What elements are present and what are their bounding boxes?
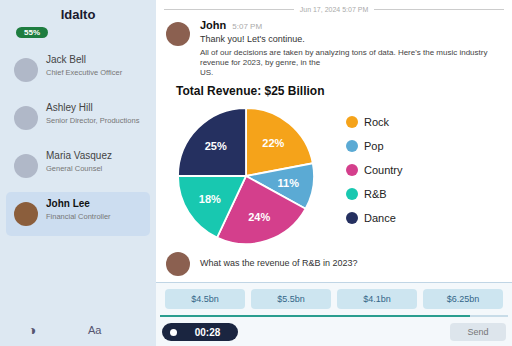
app-title: Idalto bbox=[0, 7, 156, 22]
progress-pill: 55% bbox=[16, 27, 48, 38]
data-labels: 22% 11% 24% 18% 25% bbox=[199, 137, 299, 223]
person-entry[interactable]: John Lee Financial Controller bbox=[6, 192, 150, 236]
data-label: 18% bbox=[199, 193, 221, 205]
avatar bbox=[14, 202, 38, 226]
answer-panel: $4.5bn $5.5bn $4.1bn $6.25bn 00:28 Send bbox=[156, 282, 512, 346]
chart: 22% 11% 24% 18% 25% Rock Pop Country R&B Dance bbox=[156, 100, 512, 252]
avatar bbox=[14, 106, 38, 130]
data-label: 11% bbox=[278, 177, 300, 189]
message: Thank you! Let's continue. bbox=[200, 34, 305, 44]
person-role: Financial Controller bbox=[46, 212, 146, 221]
legend-swatch bbox=[346, 116, 358, 128]
sidebar: Idalto 55% Jack Bell Chief Executive Office… bbox=[0, 0, 156, 346]
legend: Rock Pop Country R&B Dance bbox=[346, 116, 403, 224]
pie bbox=[178, 108, 314, 244]
timer-dot bbox=[170, 329, 177, 336]
legend-item: Country bbox=[346, 164, 403, 176]
data-label: 24% bbox=[248, 211, 270, 223]
legend-label: Dance bbox=[364, 212, 396, 224]
legend-label: Pop bbox=[364, 140, 384, 152]
pie-slice[interactable] bbox=[178, 108, 246, 176]
timer-text: 00:28 bbox=[177, 327, 238, 338]
legend-item: R&B bbox=[346, 188, 387, 200]
answer-button[interactable]: $5.5bn bbox=[251, 289, 331, 309]
date-row: Jun 17, 2024 5:07 PM bbox=[164, 3, 504, 15]
rule bbox=[374, 9, 504, 10]
data-label: 25% bbox=[205, 140, 227, 152]
answer-button[interactable]: $4.1bn bbox=[337, 289, 417, 309]
legend-label: Rock bbox=[364, 116, 390, 128]
chat-area: Jun 17, 2024 5:07 PM John 5:07 PM Thank you… bbox=[156, 0, 512, 346]
send-button[interactable]: Send bbox=[450, 323, 506, 341]
avatar bbox=[166, 252, 190, 276]
legend-label: R&B bbox=[364, 188, 387, 200]
person-name: Jack Bell bbox=[46, 54, 86, 65]
message: What was the revenue of R&B in 2023? bbox=[200, 258, 358, 268]
icon-theme[interactable]: ◑ bbox=[28, 322, 36, 338]
legend-label: Country bbox=[364, 164, 403, 176]
legend-swatch bbox=[346, 188, 358, 200]
timer: 00:28 bbox=[162, 323, 238, 341]
rule bbox=[164, 9, 294, 10]
legend-item: Rock bbox=[346, 116, 390, 128]
person-role: General Counsel bbox=[46, 164, 146, 173]
person-name: John Lee bbox=[46, 198, 90, 209]
message-header: John 5:07 PM bbox=[200, 19, 262, 31]
person-role: Chief Executive Officer bbox=[46, 68, 146, 77]
person-entry[interactable]: Jack Bell Chief Executive Officer bbox=[6, 48, 150, 92]
person-name: Maria Vasquez bbox=[46, 150, 112, 161]
person-role: Senior Director, Productions bbox=[46, 116, 146, 125]
legend-item: Pop bbox=[346, 140, 384, 152]
answer-button[interactable]: $4.5bn bbox=[165, 289, 245, 309]
person-name: Ashley Hill bbox=[46, 102, 93, 113]
icon-font[interactable]: Aa bbox=[88, 324, 101, 336]
legend-item: Dance bbox=[346, 212, 396, 224]
avatar bbox=[14, 154, 38, 178]
person-entry[interactable]: Ashley Hill Senior Director, Productions bbox=[6, 96, 150, 140]
avatar bbox=[166, 22, 190, 46]
data-label: 22% bbox=[262, 137, 284, 149]
sender-name: John bbox=[200, 19, 226, 31]
message: All of our decisions are taken by analyz… bbox=[200, 48, 500, 78]
answer-button[interactable]: $6.25bn bbox=[423, 289, 503, 309]
person-entry[interactable]: Maria Vasquez General Counsel bbox=[6, 144, 150, 188]
avatar bbox=[14, 58, 38, 82]
chart-title: Total Revenue: $25 Billion bbox=[176, 84, 324, 98]
message-time: 5:07 PM bbox=[232, 22, 262, 31]
page: Idalto 55% Jack Bell Chief Executive Office… bbox=[0, 0, 512, 346]
legend-swatch bbox=[346, 164, 358, 176]
timer-progress bbox=[160, 315, 470, 317]
pie-slice[interactable] bbox=[178, 176, 246, 238]
legend-swatch bbox=[346, 212, 358, 224]
chat-date: Jun 17, 2024 5:07 PM bbox=[300, 6, 369, 13]
legend-swatch bbox=[346, 140, 358, 152]
